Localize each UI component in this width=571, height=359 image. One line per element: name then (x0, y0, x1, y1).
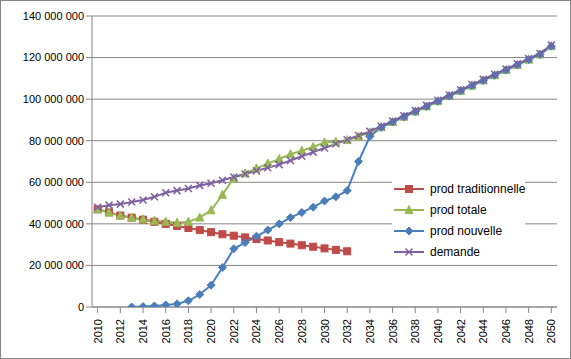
html-text:prod totale: prod totale (430, 202, 487, 217)
svg-text:2048: 2048 (523, 319, 535, 343)
svg-text:2050: 2050 (545, 319, 557, 343)
svg-text:140 000 000: 140 000 000 (23, 10, 84, 22)
html-text:prod traditionnelle: prod traditionnelle (430, 181, 526, 196)
svg-text:2028: 2028 (296, 319, 308, 343)
svg-text:20 000 000: 20 000 000 (29, 259, 84, 271)
html-text:demande: demande (430, 244, 480, 259)
svg-text:2024: 2024 (250, 319, 262, 343)
svg-text:2040: 2040 (432, 319, 444, 343)
svg-text:2030: 2030 (319, 319, 331, 343)
svg-text:2010: 2010 (92, 319, 104, 343)
html-text:prod nouvelle: prod nouvelle (430, 223, 503, 238)
svg-text:2016: 2016 (160, 319, 172, 343)
svg-text:2032: 2032 (341, 319, 353, 343)
svg-text:2026: 2026 (273, 319, 285, 343)
svg-text:2046: 2046 (500, 319, 512, 343)
svg-text:2012: 2012 (114, 319, 126, 343)
svg-text:2022: 2022 (228, 319, 240, 343)
svg-text:60 000 000: 60 000 000 (29, 176, 84, 188)
svg-text:100 000 000: 100 000 000 (23, 93, 84, 105)
svg-text:0: 0 (78, 301, 84, 313)
svg-text:2034: 2034 (364, 319, 376, 343)
svg-text:40 000 000: 40 000 000 (29, 218, 84, 230)
svg-text:2038: 2038 (409, 319, 421, 343)
svg-text:2036: 2036 (387, 319, 399, 343)
svg-text:80 000 000: 80 000 000 (29, 135, 84, 147)
svg-text:2042: 2042 (455, 319, 467, 343)
svg-text:2044: 2044 (477, 319, 489, 343)
svg-text:120 000 000: 120 000 000 (23, 51, 84, 63)
svg-text:2014: 2014 (137, 319, 149, 343)
svg-text:2020: 2020 (205, 319, 217, 343)
svg-text:2018: 2018 (182, 319, 194, 343)
